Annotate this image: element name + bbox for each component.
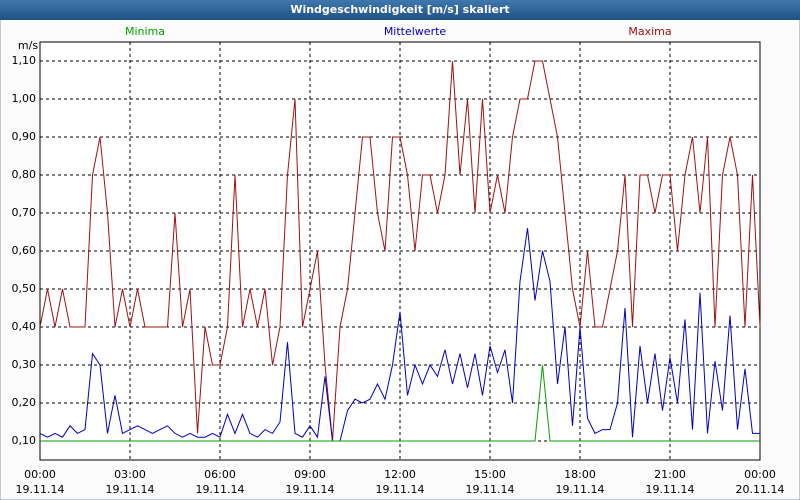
y-tick-label: 0,50: [12, 282, 37, 295]
x-tick-date: 19.11.14: [16, 483, 65, 496]
x-tick-label: 15:00: [474, 468, 506, 481]
title-bar: [0, 0, 800, 20]
y-tick-label: 0,40: [12, 320, 37, 333]
y-tick-label: 0,60: [12, 244, 37, 257]
y-tick-label: 0,20: [12, 396, 37, 409]
x-tick-date: 19.11.14: [466, 483, 515, 496]
y-unit: m/s: [18, 39, 38, 52]
y-tick-label: 1,10: [12, 54, 37, 67]
y-tick-label: 0,70: [12, 206, 37, 219]
series-line: [39, 60, 761, 442]
x-tick-label: 06:00: [204, 468, 236, 481]
legend-label: Mittelwerte: [384, 25, 447, 38]
legend-label: Maxima: [628, 25, 671, 38]
series-line: [39, 228, 760, 442]
y-tick-label: 1,00: [12, 92, 37, 105]
y-tick-label: 0,30: [12, 358, 37, 371]
x-tick-date: 19.11.14: [286, 483, 335, 496]
x-tick-date: 19.11.14: [106, 483, 155, 496]
x-tick-label: 21:00: [654, 468, 686, 481]
x-tick-date: 19.11.14: [196, 483, 245, 496]
x-tick-label: 12:00: [384, 468, 416, 481]
y-tick-label: 0,10: [12, 434, 37, 447]
chart-title: Windgeschwindigkeit [m/s] skaliert: [290, 3, 509, 16]
series-line: [40, 364, 760, 442]
y-tick-label: 0,90: [12, 130, 37, 143]
x-tick-date: 19.11.14: [646, 483, 695, 496]
legend-label: Minima: [125, 25, 165, 38]
y-tick-label: 0,80: [12, 168, 37, 181]
x-tick-label: 09:00: [294, 468, 326, 481]
x-tick-label: 00:00: [744, 468, 776, 481]
x-tick-date: 19.11.14: [376, 483, 425, 496]
x-tick-date: 19.11.14: [556, 483, 605, 496]
x-tick-label: 03:00: [114, 468, 146, 481]
x-tick-label: 00:00: [24, 468, 56, 481]
x-tick-date: 20.11.14: [736, 483, 785, 496]
x-tick-label: 18:00: [564, 468, 596, 481]
